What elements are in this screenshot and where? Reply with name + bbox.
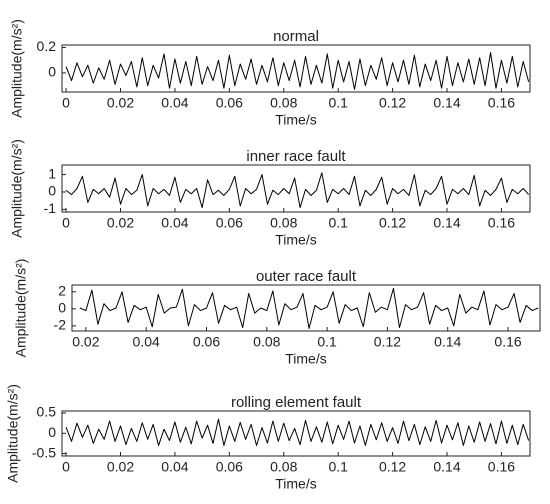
y-tick-label: -0.5 [32, 444, 56, 460]
y-tick-label: 0 [48, 64, 56, 80]
x-tick-label: 0.1 [317, 334, 337, 350]
x-tick-label: 0.04 [161, 95, 188, 111]
x-tick-label: 0 [62, 459, 70, 475]
signal-line [79, 287, 539, 329]
x-tick-label: 0.1 [328, 95, 348, 111]
y-tick-label: 0.2 [37, 38, 57, 54]
plot-area [79, 287, 539, 329]
x-tick-label: 0.14 [434, 334, 461, 350]
plot-area [65, 52, 530, 90]
x-tick-label: 0.1 [328, 459, 348, 475]
x-tick-label: 0 [62, 95, 70, 111]
x-axis-label: Time/s [275, 476, 316, 492]
x-tick-label: 0.08 [270, 95, 297, 111]
x-tick-label: 0.02 [107, 459, 134, 475]
x-tick-label: 0.04 [161, 459, 188, 475]
x-tick-label: 0.06 [193, 334, 220, 350]
x-axis-label: Time/s [275, 232, 316, 248]
axes-box [61, 164, 531, 213]
x-tick-label: 0.12 [379, 215, 406, 231]
x-axis-label: Time/s [285, 351, 326, 367]
x-tick-label: 0.12 [374, 334, 401, 350]
plot-area [65, 172, 530, 209]
x-tick-label: 0.14 [433, 459, 460, 475]
chart-title: normal [273, 28, 319, 45]
signal-line [65, 172, 530, 209]
chart-title: rolling element fault [231, 394, 362, 411]
y-tick-label: 0 [48, 424, 56, 440]
x-tick-label: 0.16 [488, 215, 515, 231]
y-axis-label: Amplitude(m/s²) [5, 384, 21, 483]
y-tick-label: 0 [48, 183, 56, 199]
y-tick-label: 0 [58, 300, 66, 316]
x-tick-label: 0.04 [133, 334, 160, 350]
x-tick-label: 0.16 [494, 334, 521, 350]
plot-area [65, 418, 530, 446]
axes-box [61, 44, 531, 93]
x-tick-label: 0.12 [379, 95, 406, 111]
chart-title: outer race fault [256, 268, 357, 285]
x-tick-label: 0.16 [488, 459, 515, 475]
x-tick-label: 0.16 [488, 95, 515, 111]
y-axis-label: Amplitude(m/s²) [9, 139, 25, 238]
x-tick-label: 0.02 [107, 95, 134, 111]
x-tick-label: 0.1 [328, 215, 348, 231]
signal-line [65, 418, 530, 446]
y-tick-label: 2 [58, 283, 66, 299]
x-tick-label: 0.04 [161, 215, 188, 231]
x-tick-label: 0.06 [216, 459, 243, 475]
x-tick-label: 0.02 [107, 215, 134, 231]
x-tick-label: 0.02 [72, 334, 99, 350]
y-axis-label: Amplitude(m/s²) [9, 19, 25, 118]
y-axis-label: Amplitude(m/s²) [13, 259, 29, 358]
y-tick-label: 1 [48, 165, 56, 181]
x-axis-label: Time/s [275, 112, 316, 128]
axes-box [71, 284, 541, 332]
y-tick-label: -2 [54, 317, 67, 333]
x-tick-label: 0.06 [216, 215, 243, 231]
x-tick-label: 0 [62, 215, 70, 231]
chart-title: inner race fault [246, 148, 346, 165]
x-tick-label: 0.06 [216, 95, 243, 111]
y-tick-label: 0.5 [37, 404, 57, 420]
x-tick-label: 0.08 [270, 459, 297, 475]
signal-line [65, 52, 530, 90]
x-tick-label: 0.12 [379, 459, 406, 475]
x-tick-label: 0.08 [253, 334, 280, 350]
x-tick-label: 0.14 [433, 95, 460, 111]
x-tick-label: 0.08 [270, 215, 297, 231]
y-tick-label: -1 [44, 200, 57, 216]
x-tick-label: 0.14 [433, 215, 460, 231]
